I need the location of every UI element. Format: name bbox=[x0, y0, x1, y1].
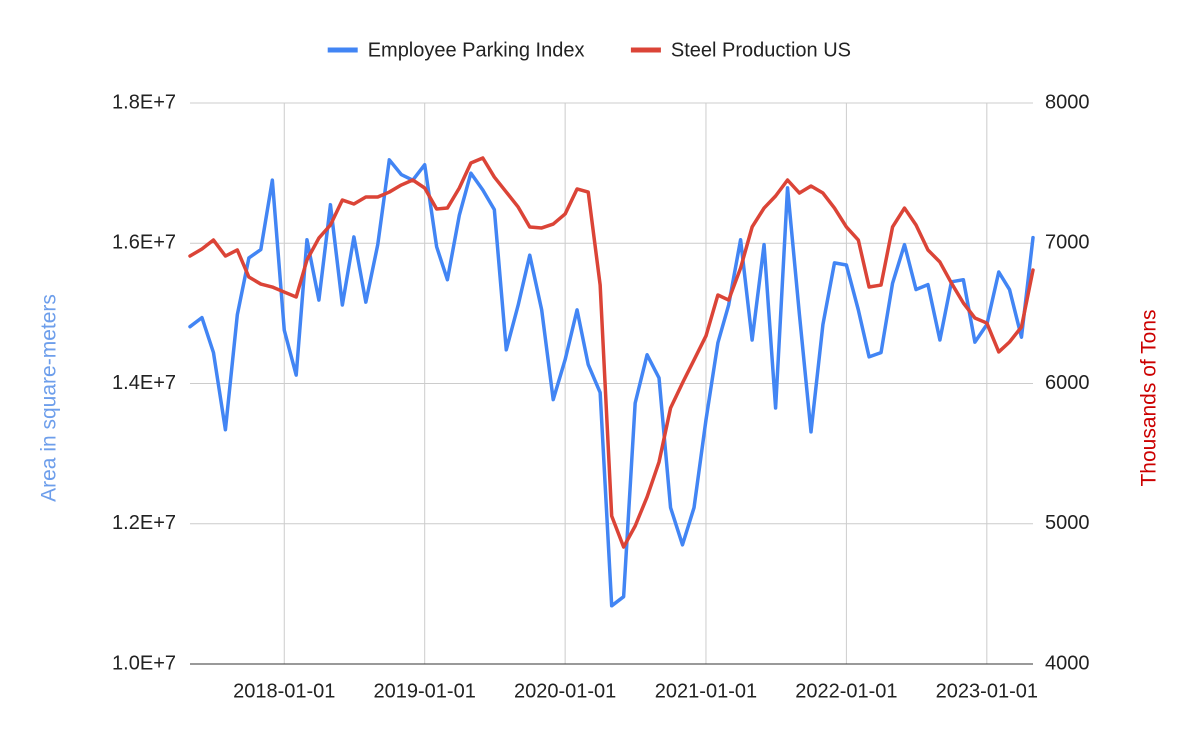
y2-tick-label: 5000 bbox=[1045, 512, 1090, 534]
y2-tick-label: 4000 bbox=[1045, 652, 1090, 674]
y2-tick-label: 6000 bbox=[1045, 372, 1090, 394]
y2-axis-title: Thousands of Tons bbox=[1138, 309, 1161, 486]
x-tick-label: 2022-01-01 bbox=[795, 680, 897, 702]
y2-tick-label: 7000 bbox=[1045, 232, 1090, 254]
x-tick-label: 2023-01-01 bbox=[936, 680, 1038, 702]
legend-label: Steel Production US bbox=[671, 39, 851, 61]
y-axis-title: Area in square-meters bbox=[38, 294, 61, 502]
series-line bbox=[188, 156, 1035, 549]
y-tick-label: 1.4E+7 bbox=[112, 372, 176, 394]
legend-label: Employee Parking Index bbox=[368, 39, 585, 61]
x-tick-label: 2021-01-01 bbox=[655, 680, 757, 702]
x-tick-label: 2018-01-01 bbox=[233, 680, 335, 702]
y-tick-label: 1.0E+7 bbox=[112, 652, 176, 674]
y-tick-label: 1.2E+7 bbox=[112, 512, 176, 534]
series-line bbox=[188, 158, 1035, 608]
x-tick-label: 2019-01-01 bbox=[374, 680, 476, 702]
x-tick-label: 2020-01-01 bbox=[514, 680, 616, 702]
y2-tick-label: 8000 bbox=[1045, 91, 1090, 113]
y-tick-label: 1.8E+7 bbox=[112, 91, 176, 113]
y-tick-label: 1.6E+7 bbox=[112, 232, 176, 254]
